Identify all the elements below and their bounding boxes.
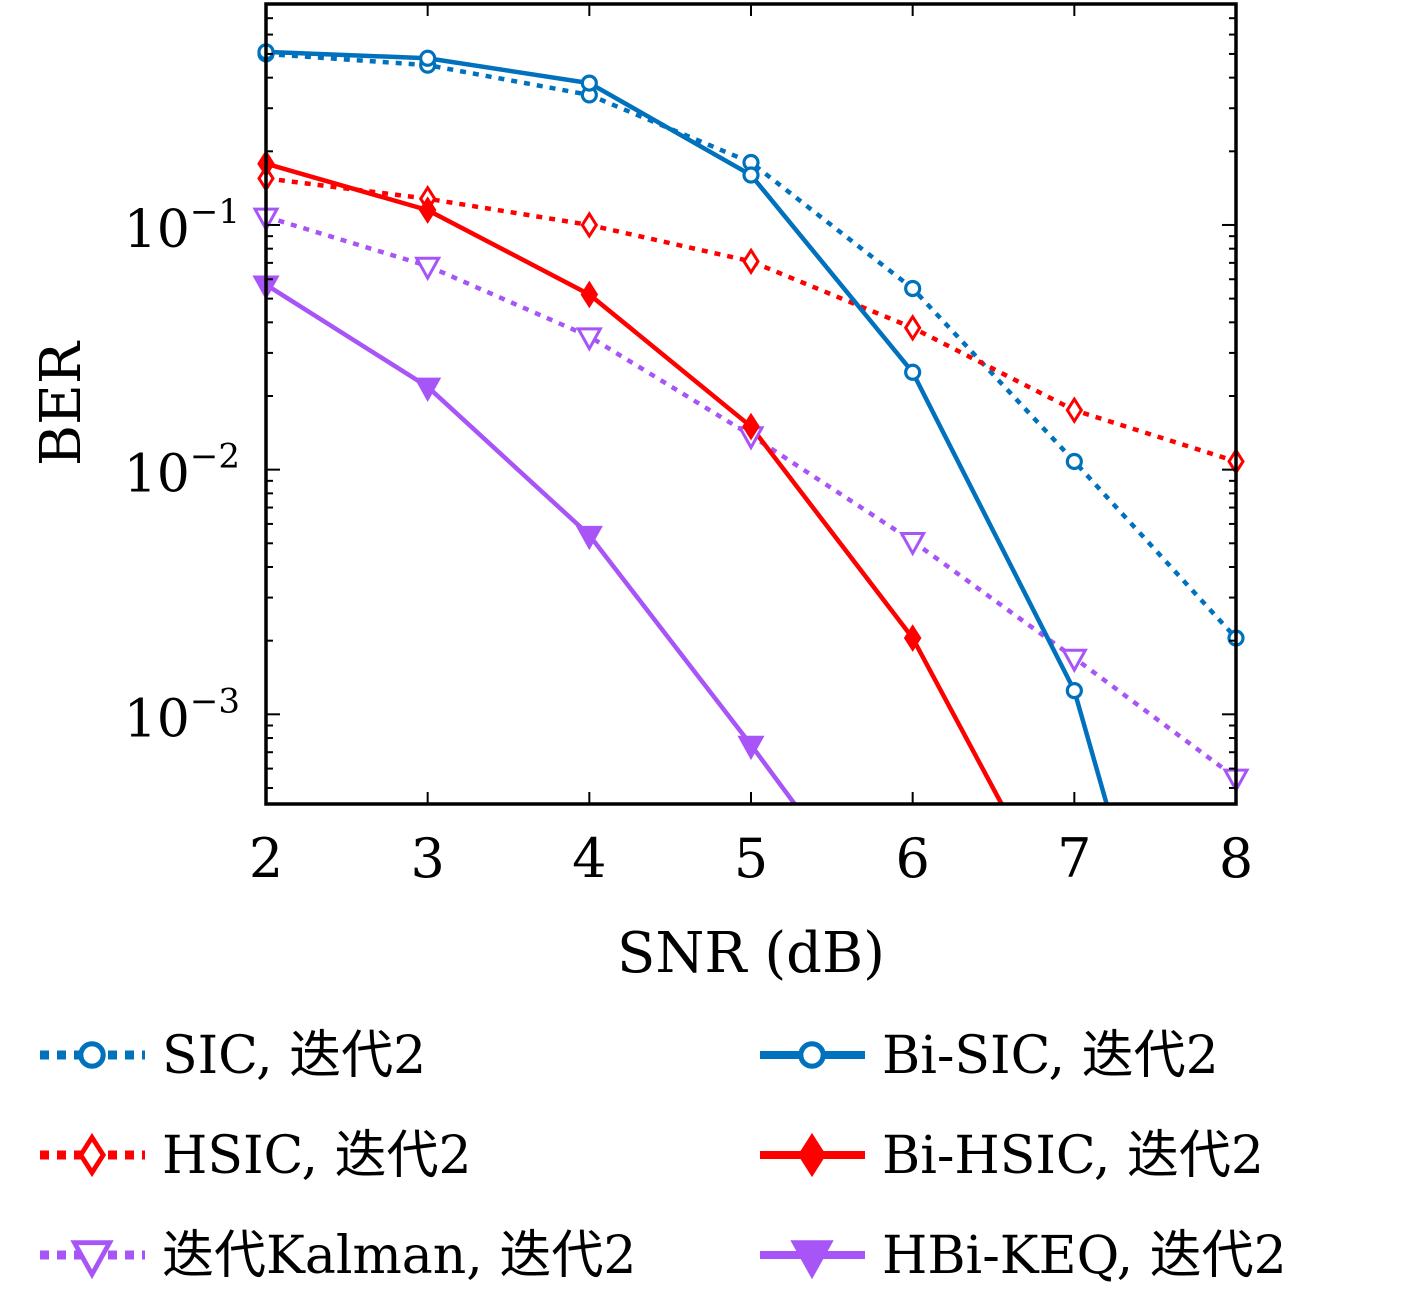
legend-label: SIC, 迭代2 bbox=[162, 1026, 426, 1086]
data-point bbox=[1065, 452, 1083, 471]
data-point bbox=[1065, 682, 1083, 700]
plot-frame bbox=[264, 2, 1238, 806]
data-point bbox=[1065, 396, 1084, 424]
legend-swatch-marker bbox=[797, 1132, 827, 1178]
y-tick-label: 10−1 bbox=[124, 192, 240, 260]
data-point bbox=[580, 211, 599, 239]
legend-swatch-marker bbox=[70, 1240, 114, 1280]
x-tick-label: 6 bbox=[895, 827, 929, 890]
x-tick-label: 2 bbox=[249, 827, 283, 890]
data-point bbox=[575, 327, 603, 352]
data-point bbox=[899, 531, 927, 557]
legend-label: Bi-SIC, 迭代2 bbox=[882, 1026, 1219, 1086]
data-point bbox=[575, 525, 603, 551]
data-point bbox=[903, 624, 922, 652]
markers-layer bbox=[252, 43, 1250, 794]
data-point bbox=[580, 280, 599, 309]
x-tick-label: 5 bbox=[734, 827, 768, 890]
legend-label: Bi-HSIC, 迭代2 bbox=[882, 1126, 1264, 1186]
data-point bbox=[742, 166, 760, 184]
legend-label: HBi-KEQ, 迭代2 bbox=[882, 1226, 1287, 1286]
x-tick-label: 4 bbox=[572, 827, 606, 890]
data-point bbox=[737, 735, 765, 761]
x-axis: 2 3 4 5 6 7 8 bbox=[249, 4, 1253, 890]
legend-swatch-marker bbox=[790, 1240, 834, 1280]
legend-swatch-marker bbox=[78, 1041, 106, 1069]
y-axis: 10−1 10−2 10−3 bbox=[124, 3, 1236, 789]
legend-item-1: SIC, 迭代2 bbox=[40, 1026, 426, 1086]
data-point bbox=[742, 412, 760, 441]
legend-label: HSIC, 迭代2 bbox=[162, 1126, 472, 1186]
series-line-1 bbox=[266, 51, 1236, 640]
legend-item-6: HBi-KEQ, 迭代2 bbox=[760, 1226, 1287, 1286]
data-point bbox=[414, 377, 442, 403]
legend-item-2: HSIC, 迭代2 bbox=[40, 1126, 472, 1186]
data-point bbox=[742, 247, 760, 276]
legend: SIC, 迭代2 HSIC, 迭代2 迭代Kalman, 迭代2 Bi-SIC, 迭代… bbox=[40, 1026, 1287, 1286]
series-line-4 bbox=[266, 49, 1109, 804]
data-point bbox=[904, 279, 922, 298]
data-point bbox=[418, 196, 437, 224]
y-tick-label: 10−2 bbox=[124, 437, 240, 505]
x-tick-label: 3 bbox=[410, 827, 444, 890]
legend-label: 迭代Kalman, 迭代2 bbox=[162, 1226, 636, 1286]
data-point bbox=[904, 363, 922, 381]
series-line-5 bbox=[266, 161, 1004, 804]
legend-item-4: Bi-SIC, 迭代2 bbox=[760, 1026, 1219, 1086]
legend-item-3: 迭代Kalman, 迭代2 bbox=[40, 1226, 636, 1286]
y-tick-label: 10−3 bbox=[124, 681, 240, 749]
x-axis-label: SNR (dB) bbox=[617, 921, 885, 986]
series-line-3 bbox=[266, 214, 1236, 780]
series-line-6 bbox=[266, 282, 797, 804]
legend-swatch-marker bbox=[77, 1132, 107, 1178]
data-point bbox=[1060, 648, 1088, 674]
y-axis-label: BER bbox=[29, 340, 94, 466]
x-tick-label: 7 bbox=[1057, 827, 1091, 890]
data-point bbox=[580, 74, 598, 92]
legend-swatch-marker bbox=[798, 1041, 826, 1069]
legend-item-5: Bi-HSIC, 迭代2 bbox=[760, 1126, 1264, 1186]
data-point bbox=[903, 313, 922, 342]
data-point bbox=[419, 49, 437, 67]
data-point bbox=[414, 256, 442, 282]
x-tick-label: 8 bbox=[1219, 827, 1253, 890]
